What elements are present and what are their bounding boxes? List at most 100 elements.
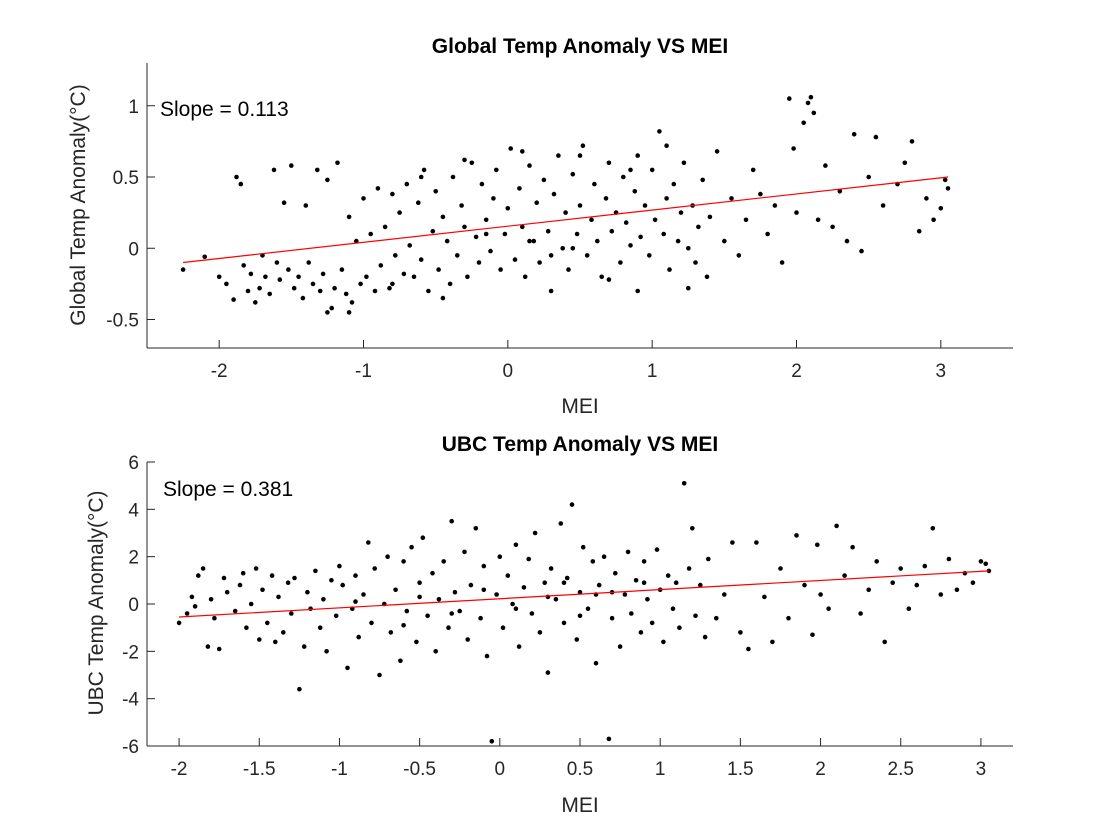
global-data-point: [390, 281, 395, 287]
global-data-point: [722, 238, 727, 244]
global-data-point: [459, 203, 464, 208]
ubc-data-point: [890, 580, 895, 585]
global-data-point: [707, 214, 713, 220]
global-data-point: [844, 238, 850, 244]
global-data-point: [234, 174, 239, 180]
global-data-point: [346, 310, 352, 315]
global-data-point: [476, 260, 482, 265]
ubc-data-point: [510, 601, 515, 607]
global-data-point: [548, 288, 554, 294]
ubc-data-point: [629, 611, 634, 616]
ubc-data-point: [200, 566, 206, 571]
global-data-point: [618, 260, 623, 265]
ubc-ytick-label: 4: [128, 500, 139, 521]
ubc-data-point: [850, 544, 855, 550]
ubc-data-point: [938, 592, 944, 597]
ubc-data-point: [196, 573, 201, 578]
global-data-point: [361, 196, 366, 201]
ubc-data-point: [574, 637, 580, 642]
global-data-point: [589, 217, 594, 223]
ubc-data-point: [564, 575, 570, 581]
ubc-data-point: [324, 649, 329, 654]
ubc-data-point: [478, 615, 483, 621]
ubc-xtick-label: 2: [815, 759, 826, 780]
ubc-data-point: [558, 521, 564, 526]
global-data-point: [584, 253, 590, 258]
ubc-data-point: [361, 592, 366, 597]
ubc-data-point: [457, 608, 463, 614]
ubc-data-point: [184, 611, 190, 616]
global-data-point: [382, 224, 388, 230]
global-data-point: [281, 200, 287, 205]
global-data-point: [447, 281, 453, 287]
ubc-xtick-label: 1: [655, 759, 666, 780]
ubc-data-point: [654, 547, 660, 552]
global-ytick-label: 0: [128, 239, 139, 260]
global-data-point: [335, 160, 340, 166]
global-data-point: [647, 253, 652, 258]
global-data-point: [274, 260, 280, 265]
ubc-ytick-label: 2: [128, 548, 139, 569]
ubc-data-point: [914, 582, 920, 588]
ubc-data-point: [946, 556, 952, 562]
ubc-data-point: [706, 556, 711, 562]
global-data-point: [811, 110, 817, 116]
global-data-point: [621, 174, 626, 180]
global-data-point: [404, 181, 410, 187]
global-data-point: [714, 149, 720, 154]
ubc-data-point: [882, 639, 887, 645]
ubc-data-point: [513, 542, 519, 548]
ubc-data-point: [297, 686, 302, 692]
ubc-data-point: [970, 580, 976, 585]
ubc-data-point: [333, 613, 339, 619]
global-data-point: [736, 253, 742, 258]
ubc-data-point: [393, 587, 398, 593]
ubc-data-point: [484, 653, 490, 659]
ubc-data-point: [289, 611, 294, 616]
ubc-data-point: [260, 587, 265, 593]
ubc-data-point: [633, 578, 639, 583]
global-data-point: [368, 231, 374, 237]
ubc-data-point: [353, 599, 358, 604]
ubc-data-point: [221, 575, 227, 581]
global-data-point: [349, 300, 355, 305]
global-data-point: [635, 288, 640, 294]
ubc-plot-title: UBC Temp Anomaly VS MEI: [442, 433, 719, 456]
ubc-data-point: [433, 649, 439, 654]
global-data-point: [479, 181, 485, 187]
global-data-point: [517, 186, 522, 191]
global-data-point: [675, 238, 681, 244]
global-data-point: [253, 300, 258, 305]
global-data-point: [320, 271, 326, 277]
ubc-xtick-label: -0.5: [403, 759, 436, 780]
ubc-data-point: [425, 613, 430, 619]
global-data-point: [693, 260, 698, 265]
global-xtick-label: -1: [355, 361, 372, 382]
global-data-point: [652, 217, 658, 223]
global-data-point: [346, 214, 352, 220]
global-data-point: [642, 203, 648, 208]
ubc-data-point: [232, 608, 238, 614]
ubc-data-point: [401, 559, 406, 564]
ubc-temp-plot: UBC Temp Anomaly VS MEI UBC Temp Anomaly…: [85, 433, 1013, 817]
ubc-data-point: [449, 518, 455, 524]
global-data-point: [241, 263, 246, 268]
global-data-point: [436, 267, 441, 272]
ubc-data-point: [778, 566, 783, 571]
global-data-point: [765, 231, 770, 237]
ubc-data-point: [317, 625, 323, 630]
ubc-data-point: [561, 620, 567, 626]
ubc-xtick-label: -1.5: [243, 759, 276, 780]
ubc-data-point: [866, 587, 871, 593]
global-data-point: [556, 153, 561, 158]
ubc-data-point: [641, 580, 647, 585]
global-data-point: [566, 267, 571, 272]
ubc-data-point: [489, 739, 495, 744]
ubc-data-point: [414, 639, 419, 645]
global-data-point: [823, 163, 828, 168]
global-data-point: [729, 196, 734, 201]
global-data-point: [267, 291, 273, 297]
global-data-point: [505, 206, 511, 211]
global-data-point: [750, 167, 756, 173]
